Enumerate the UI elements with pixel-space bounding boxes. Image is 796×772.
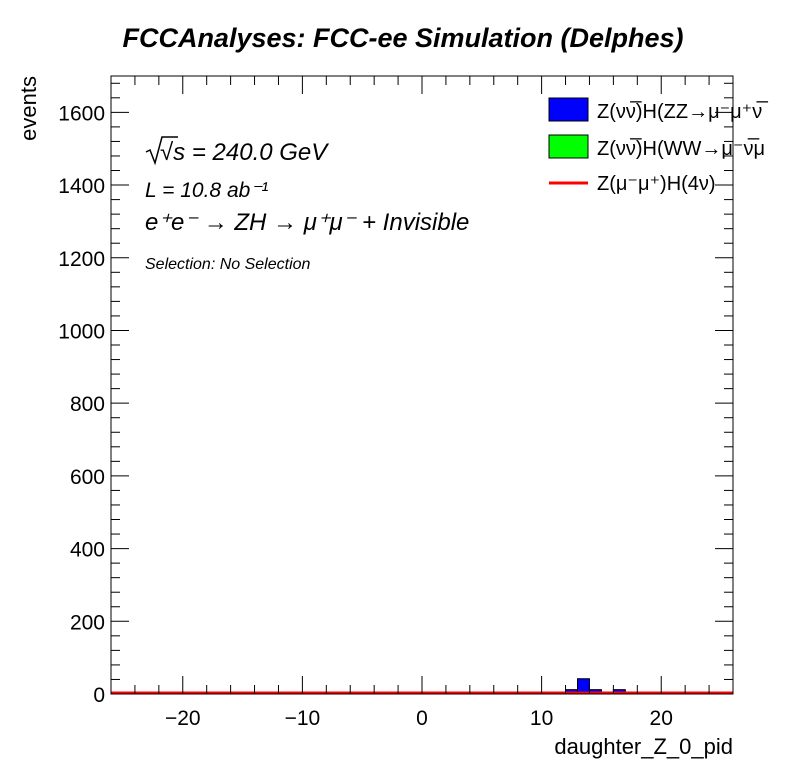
legend-entry-zz: Z(νν̅)H(ZZ→μ⁻μ⁺ν̅ xyxy=(548,97,768,123)
x-tick-label: 20 xyxy=(650,707,673,730)
legend: Z(νν̅)H(ZZ→μ⁻μ⁺ν̅ Z(νν̅)H(WW→μ⁻ν̅μ Z(μ⁻μ… xyxy=(548,97,768,195)
y-tick-label: 600 xyxy=(70,466,105,489)
legend-entry-ww: Z(νν̅)H(WW→μ⁻ν̅μ xyxy=(548,134,765,160)
x-axis-label: daughter_Z_0_pid xyxy=(554,734,733,759)
y-tick-label: 1400 xyxy=(58,175,105,198)
y-axis-label: events xyxy=(16,76,41,141)
y-tick-label: 400 xyxy=(70,539,105,562)
x-axis-ticks: −20 −10 0 10 20 xyxy=(134,76,710,730)
annotation-luminosity: L = 10.8 ab⁻¹ xyxy=(145,179,268,202)
annotation-process: e⁺e⁻ → ZH → μ⁺μ⁻ + Invisible xyxy=(145,209,469,236)
y-tick-label: 1200 xyxy=(58,248,105,271)
x-tick-label: −10 xyxy=(285,707,321,730)
sqrt-symbol xyxy=(145,136,178,166)
y-tick-label: 800 xyxy=(70,393,105,416)
chart-title: FCCAnalyses: FCC-ee Simulation (Delphes) xyxy=(122,23,683,53)
legend-label-ww: Z(νν̅)H(WW→μ⁻ν̅μ xyxy=(597,137,765,160)
legend-swatch-zz xyxy=(548,97,589,122)
legend-label-4nu: Z(μ⁻μ⁺)H(4ν) xyxy=(597,173,716,195)
y-tick-label: 200 xyxy=(70,611,105,634)
legend-label-zz: Z(νν̅)H(ZZ→μ⁻μ⁺ν̅ xyxy=(597,100,768,123)
y-tick-label: 0 xyxy=(93,684,105,707)
y-tick-label: 1600 xyxy=(58,102,105,125)
x-tick-label: 0 xyxy=(416,707,428,730)
annotation-selection: Selection: No Selection xyxy=(145,256,311,273)
annotation-sqrt-s: √s = 240.0 GeV xyxy=(145,136,329,166)
annotation-energy: √s = 240.0 GeV xyxy=(160,139,329,166)
y-tick-label: 1000 xyxy=(58,320,105,343)
legend-swatch-ww xyxy=(548,134,589,159)
plot-frame xyxy=(110,75,734,695)
legend-entry-4nu: Z(μ⁻μ⁺)H(4ν) xyxy=(549,173,716,195)
x-tick-label: 10 xyxy=(530,707,553,730)
x-tick-label: −20 xyxy=(165,707,201,730)
y-axis-ticks: 0 200 400 600 800 1000 1200 1400 1600 xyxy=(58,82,733,707)
